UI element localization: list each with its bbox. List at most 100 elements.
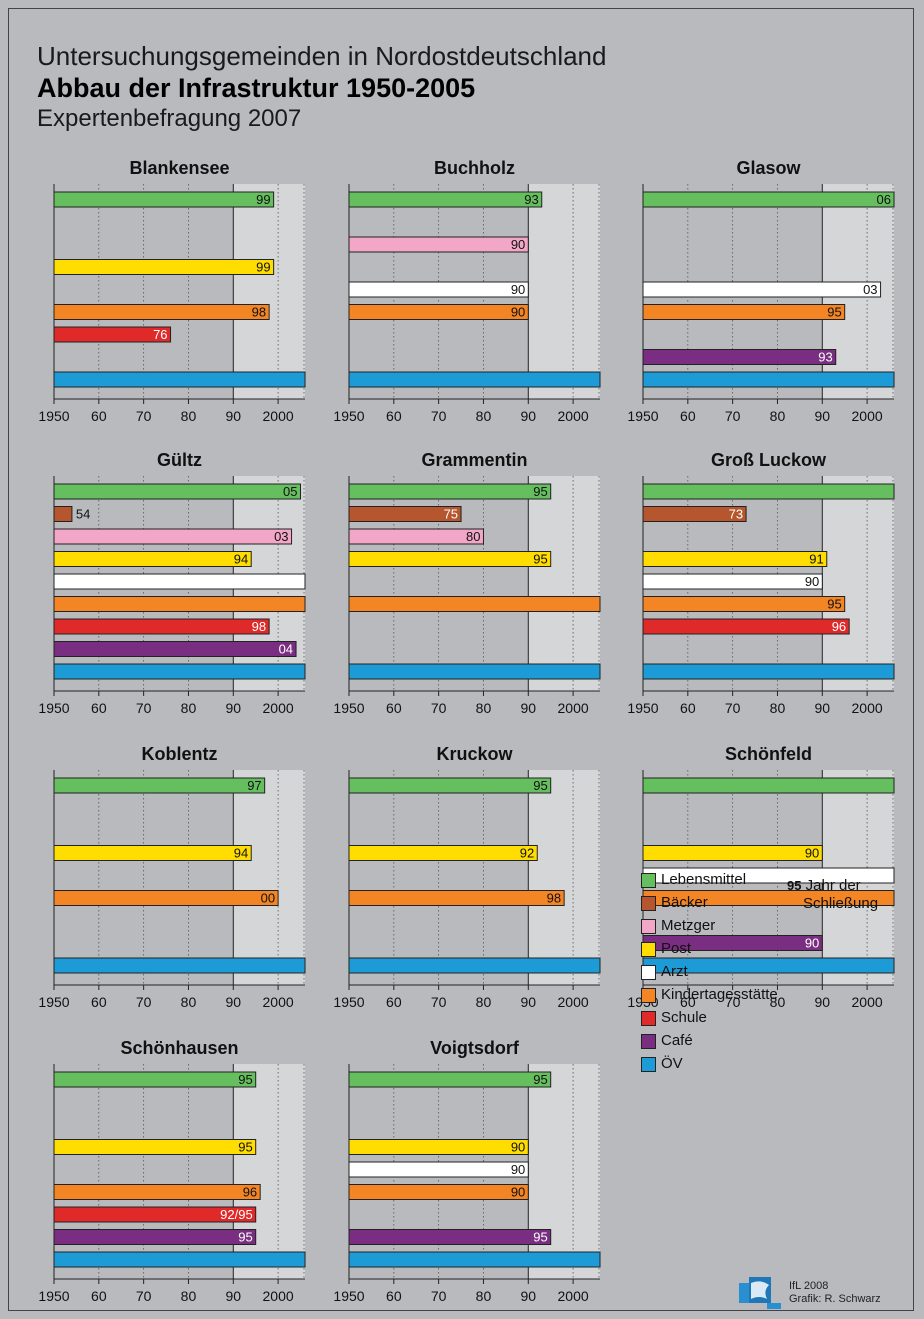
x-tick-label: 90 [520, 994, 536, 1010]
credit-line-2: Grafik: R. Schwarz [789, 1293, 881, 1305]
bar [53, 528, 293, 545]
x-tick-label: 60 [91, 1288, 107, 1304]
x-tick-label: 60 [680, 408, 696, 424]
bar-label: 90 [805, 846, 819, 861]
legend-label: Arzt [661, 963, 688, 980]
bar-label: 90 [511, 282, 525, 297]
bar-label: 03 [863, 282, 877, 297]
x-tick-label: 90 [814, 408, 830, 424]
x-tick-label: 2000 [558, 994, 589, 1010]
chart-panel: Gültz 05 54 03 94 98 04 1950 60 70 80 90 2000 [38, 450, 306, 716]
bar-label: 90 [805, 936, 819, 951]
bar [348, 957, 601, 974]
bar-label: 75 [444, 507, 458, 522]
bar-label: 95 [238, 1140, 252, 1155]
bar-label: 05 [283, 484, 297, 499]
bar-label: 95 [533, 778, 547, 793]
bar-label: 90 [805, 574, 819, 589]
x-tick-label: 70 [136, 700, 152, 716]
bar [348, 281, 529, 298]
legend-swatch [641, 1011, 656, 1026]
panel-title: Gültz [157, 450, 202, 470]
legend-swatch [641, 965, 656, 980]
bar-label: 93 [818, 350, 832, 365]
bar [642, 349, 837, 365]
bar-label: 95 [238, 1072, 252, 1087]
x-tick-label: 90 [520, 1288, 536, 1304]
figure-frame: Untersuchungsgemeinden in Nordostdeutsch… [8, 8, 914, 1311]
bar [642, 663, 895, 680]
x-tick-label: 60 [386, 1288, 402, 1304]
x-tick-label: 80 [770, 994, 786, 1010]
x-tick-label: 80 [181, 408, 197, 424]
bar [348, 596, 601, 612]
x-tick-label: 70 [136, 1288, 152, 1304]
bar-label: 90 [511, 305, 525, 320]
bar [642, 596, 846, 612]
x-tick-label: 70 [431, 408, 447, 424]
legend-label: Café [661, 1032, 693, 1049]
legend-label: Bäcker [661, 894, 708, 911]
bar [53, 777, 266, 794]
panel-title: Koblentz [142, 744, 218, 764]
x-tick-label: 80 [770, 700, 786, 716]
bar-label: 00 [261, 891, 275, 906]
bar [53, 618, 270, 635]
x-tick-label: 60 [386, 700, 402, 716]
note-text-1: Jahr der [805, 877, 861, 894]
bar-label: 90 [511, 1140, 525, 1155]
page-title: Abbau der Infrastruktur 1950-2005 [37, 73, 476, 103]
bar [348, 1184, 529, 1200]
legend-label: Schule [661, 1009, 707, 1026]
bar [348, 663, 601, 680]
panel-title: Kruckow [436, 744, 513, 764]
x-tick-label: 2000 [263, 994, 294, 1010]
legend-label: Metzger [661, 917, 716, 934]
x-tick-label: 80 [770, 408, 786, 424]
chart-panel: Blankensee 99 99 98 76 1950 60 70 80 90 2000 [38, 158, 306, 424]
bar-label: 95 [238, 1230, 252, 1245]
x-tick-label: 70 [136, 994, 152, 1010]
x-tick-label: 2000 [558, 408, 589, 424]
bar [348, 304, 529, 320]
x-tick-label: 1950 [38, 408, 69, 424]
bar-label: 90 [511, 1185, 525, 1200]
bar-label: 96 [243, 1185, 257, 1200]
bar [348, 371, 601, 388]
bar [53, 1184, 261, 1200]
panel-title: Grammentin [421, 450, 527, 470]
shaded-period [233, 184, 305, 399]
x-tick-label: 1950 [38, 700, 69, 716]
legend-swatch [641, 919, 656, 934]
legend-label: ÖV [661, 1055, 683, 1072]
bar-label: 98 [252, 619, 266, 634]
x-tick-label: 1950 [38, 994, 69, 1010]
bar-label: 94 [234, 552, 248, 567]
bar [348, 777, 552, 794]
panel-title: Groß Luckow [711, 450, 827, 470]
bar-label: 98 [252, 305, 266, 320]
legend-swatch [641, 942, 656, 957]
chart-panel: Buchholz 93 90 90 90 1950 60 70 80 90 2000 [333, 158, 601, 424]
bar [642, 573, 823, 590]
x-tick-label: 1950 [627, 700, 658, 716]
bar [348, 528, 484, 545]
x-tick-label: 2000 [852, 700, 883, 716]
x-tick-label: 70 [725, 408, 741, 424]
credit-line-1: IfL 2008 [789, 1280, 829, 1292]
x-tick-label: 60 [91, 408, 107, 424]
bar-label: 06 [877, 192, 891, 207]
bar-label: 95 [533, 1230, 547, 1245]
x-tick-label: 1950 [333, 408, 364, 424]
x-tick-label: 80 [476, 1288, 492, 1304]
bar [53, 1206, 257, 1223]
bar [53, 483, 302, 500]
shaded-period [528, 476, 600, 691]
bar [642, 551, 828, 567]
x-tick-label: 1950 [627, 408, 658, 424]
x-tick-label: 90 [814, 700, 830, 716]
legend-note: 95 Jahr der Schließung [787, 877, 907, 912]
bar [642, 483, 895, 500]
legend-swatch [641, 873, 656, 888]
